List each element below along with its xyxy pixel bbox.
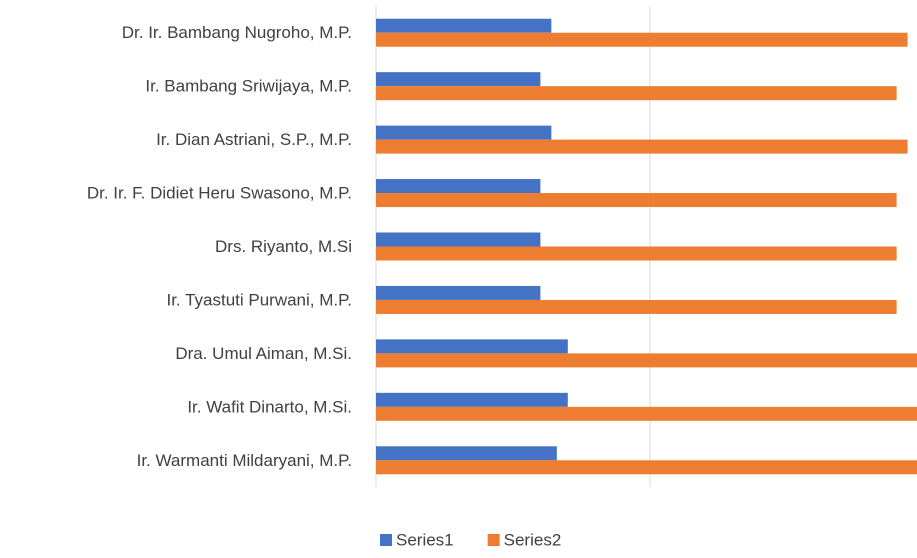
bar: [376, 72, 541, 87]
bar: [376, 285, 541, 300]
bar: [376, 299, 897, 314]
y-tick-label: Ir. Tyastuti Purwani, M.P.: [166, 290, 352, 309]
legend-label: Series1: [396, 530, 454, 549]
bar: [376, 32, 908, 47]
legend-swatch: [380, 534, 392, 546]
y-tick-label: Ir. Bambang Sriwijaya, M.P.: [145, 77, 352, 96]
bar: [376, 18, 552, 33]
legend-swatch: [487, 534, 500, 546]
bar: [376, 446, 557, 461]
bar: [376, 460, 917, 475]
bar: [376, 392, 568, 407]
bar: [376, 339, 568, 354]
y-tick-label: Dr. Ir. F. Didiet Heru Swasono, M.P.: [87, 184, 352, 203]
y-tick-label: Ir. Warmanti Mildaryani, M.P.: [137, 451, 352, 470]
y-tick-label: Ir. Wafit Dinarto, M.Si.: [187, 397, 352, 416]
y-tick-label: Dr. Ir. Bambang Nugroho, M.P.: [122, 23, 352, 42]
bar: [376, 139, 908, 154]
y-tick-label: Dra. Umul Aiman, M.Si.: [175, 344, 352, 363]
y-tick-label: Ir. Dian Astriani, S.P., M.P.: [156, 130, 352, 149]
bar: [376, 193, 897, 208]
bar: [376, 406, 917, 421]
bar: [376, 246, 897, 261]
bar: [376, 232, 541, 247]
bar: [376, 179, 541, 194]
y-tick-label: Drs. Riyanto, M.Si: [215, 237, 352, 256]
bar: [376, 125, 552, 140]
bar: [376, 86, 897, 101]
bar: [376, 353, 917, 368]
legend-label: Series2: [504, 530, 562, 549]
